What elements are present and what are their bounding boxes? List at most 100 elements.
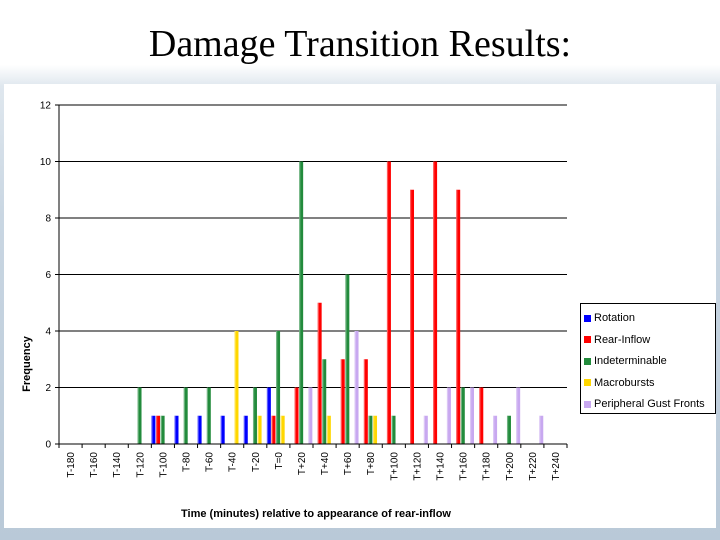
bar-rear-inflow [317,302,322,444]
legend-swatch [584,357,591,365]
bar-highlight [280,415,282,444]
bar-rear-inflow [294,387,299,444]
bar-peripheral-gust-fronts [354,331,359,444]
bar-rotation [243,415,248,444]
bar-peripheral-gust-fronts [308,387,313,444]
bar-highlight [174,415,176,444]
legend-swatch [584,336,591,344]
bar-highlight [156,415,158,444]
bar-rear-inflow [271,415,276,444]
bar-rear-inflow [456,189,461,444]
bar-peripheral-gust-fronts [539,415,544,444]
x-tick-label: T-160 [89,452,100,478]
y-tick-label: 2 [45,383,51,394]
bar-highlight [137,387,139,444]
bar-macrobursts [373,415,378,444]
bar-highlight [469,387,472,444]
bar-rotation [174,415,179,444]
bar-chart: 0 2 4 6 8 10 12 T-180 T-160 T-140 T-120 T-100 T-80 T-… [21,101,568,520]
bar-highlight [317,302,319,444]
bar-highlight [479,387,481,444]
x-tick-label: T+40 [320,452,331,476]
bar-highlight [410,189,412,444]
chart-panel: 0 2 4 6 8 10 12 T-180 T-160 T-140 T-120 T-100 T-80 T-… [4,84,716,528]
y-tick-label: 8 [45,214,51,225]
bar-indeterminable [137,387,142,444]
bar-highlight [183,387,185,444]
x-tick-label: T+100 [389,452,400,481]
x-tick-label: T-120 [135,452,146,478]
x-axis-title: Time (minutes) relative to appearance of… [181,508,451,520]
legend-label: Rotation [594,312,635,324]
bar-highlight [433,161,435,444]
x-tick-label: T-60 [205,452,216,472]
x-tick-label: T+180 [482,452,493,481]
bar-highlight [160,415,162,444]
bar-rotation [151,415,156,444]
x-tick-label: T-20 [251,452,262,472]
legend-swatch [584,379,591,387]
legend-item: Peripheral Gust Fronts [584,396,705,412]
bar-indeterminable [276,331,281,444]
legend-label: Peripheral Gust Fronts [594,398,705,410]
bar-indeterminable [252,387,257,444]
legend-label: Rear-Inflow [594,333,651,346]
x-tick-label: T-100 [158,452,169,478]
bar-highlight [294,387,296,444]
bar-highlight [493,415,495,444]
bar-highlight [257,415,259,444]
bar-highlight [516,387,518,444]
bar-highlight [206,387,208,444]
bar-peripheral-gust-fronts [469,387,474,444]
bar-highlight [373,415,375,444]
bar-macrobursts [234,331,239,444]
legend-item: Rotation [584,310,635,326]
bar-indeterminable [160,415,165,444]
legend-item: Indeterminable [584,353,667,369]
bar-peripheral-gust-fronts [423,415,428,444]
x-tick-label: T=0 [274,452,285,470]
bars [137,161,544,444]
bar-highlight [460,387,462,444]
bar-macrobursts [326,415,331,444]
bar-indeterminable [345,274,350,444]
x-tick-label: T-80 [182,452,193,472]
bar-indeterminable [391,415,396,444]
grid-lines [59,104,567,445]
bar-macrobursts [280,415,285,444]
bar-macrobursts [257,415,262,444]
y-tick-label: 12 [40,101,52,112]
bar-indeterminable [460,387,465,444]
bar-indeterminable [206,387,211,444]
bar-rear-inflow [433,161,438,444]
bar-peripheral-gust-fronts [516,387,521,444]
bar-highlight [220,415,222,444]
legend-swatch [584,400,591,408]
bar-highlight [308,387,310,444]
bar-highlight [151,415,153,444]
bar-highlight [266,387,269,444]
x-tick-label: T+60 [343,452,354,476]
bar-rear-inflow [156,415,161,444]
axes: 0 2 4 6 8 10 12 T-180 T-160 T-140 T-120 T-100 T-80 T-… [40,101,568,481]
bar-rear-inflow [363,359,368,444]
bar-highlight [234,331,236,444]
x-tick-label: T+240 [551,452,562,481]
x-tick-label: T-40 [228,452,239,472]
legend-label: Indeterminable [594,355,667,367]
bar-highlight [391,415,393,444]
bar-highlight [271,415,273,444]
bar-rotation [220,415,225,444]
legend-swatch [584,314,591,322]
bar-indeterminable [368,415,373,444]
bar-highlight [446,387,449,444]
bar-rear-inflow [479,387,484,444]
bar-highlight [368,415,370,444]
y-tick-label: 6 [45,270,51,281]
x-tick-label: T+80 [366,452,377,476]
bar-highlight [539,415,541,444]
bar-indeterminable [299,161,304,444]
y-tick-label: 4 [45,327,51,338]
legend-label: Macrobursts [594,376,655,389]
x-tick-label: T+120 [412,452,423,481]
